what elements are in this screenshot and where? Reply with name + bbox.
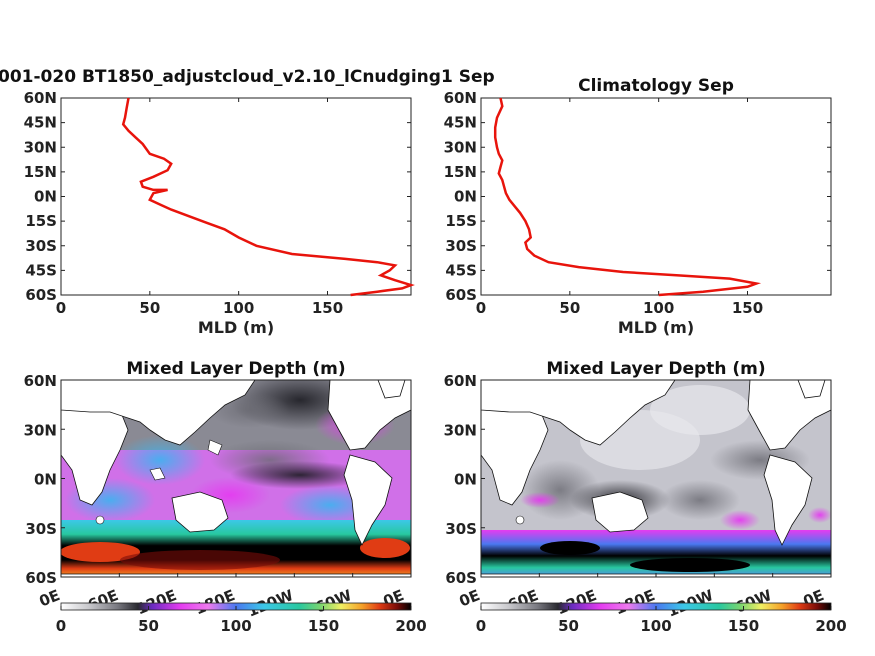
x-tick-group: 0 50 100 150 <box>476 98 763 317</box>
y-tick-label: 30N <box>24 421 57 439</box>
x-tick-label: 0E <box>457 586 483 610</box>
x-tick-group: 0 50 100 150 <box>56 98 343 317</box>
panel3-title: Mixed Layer Depth (m) <box>126 359 345 379</box>
land-south-america <box>763 454 813 546</box>
y-tick-label: 60S <box>25 286 57 304</box>
panel2-title: Climatology Sep <box>578 76 734 96</box>
x-tick-label: 0 <box>56 299 66 317</box>
y-tick-label: 30N <box>24 138 57 156</box>
y-tick-label: 45N <box>444 114 477 132</box>
colorbar-tick-label: 50 <box>138 617 159 635</box>
y-tick-group: 60N 30N 0N 30S 60S <box>444 372 485 587</box>
y-tick-label: 60N <box>24 372 57 390</box>
profile-plot-model: 60N 45N 30N 15N 0N 15S 30S 45S 60S 0 50 100 150 MLD… <box>24 89 415 337</box>
x-tick-label: 60W <box>733 586 775 617</box>
y-tick-label: 45S <box>445 261 477 279</box>
land-eurasia <box>61 380 256 446</box>
y-tick-label: 60S <box>445 569 477 587</box>
y-tick-label: 45S <box>25 261 57 279</box>
x-tick-group: 0E60E120E180E120W60W0E <box>37 573 412 621</box>
y-tick-label: 30S <box>25 520 57 538</box>
y-tick-label: 0N <box>454 471 477 489</box>
colorbar-tick-label: 0 <box>56 617 66 635</box>
colorbar-tick-label: 200 <box>395 617 426 635</box>
colorbar-tick-label: 150 <box>728 617 759 635</box>
y-tick-label: 0N <box>34 471 57 489</box>
colorbar-tick-label: 50 <box>558 617 579 635</box>
x-tick-label: 150 <box>732 299 763 317</box>
y-tick-label: 15S <box>445 212 477 230</box>
colorbar-tick-label: 100 <box>640 617 671 635</box>
land-greenland <box>377 380 406 399</box>
land-greenland <box>797 380 826 399</box>
y-tick-group: 60N 30N 0N 30S 60S <box>24 372 65 587</box>
y-tick-label: 45N <box>24 114 57 132</box>
profile-plot-climatology: 60N 45N 30N 15N 0N 15S 30S 45S 60S 0 50 100 150 MLD… <box>444 89 832 337</box>
land-south-america <box>343 454 393 546</box>
y-tick-label: 60N <box>444 89 477 107</box>
x-tick-label: 120E <box>134 586 179 618</box>
x-tick-label: 0 <box>476 299 486 317</box>
x-tick-label: 60W <box>313 586 355 617</box>
y-tick-label: 30N <box>444 421 477 439</box>
x-tick-label: 120E <box>554 586 599 618</box>
x-tick-label: 100 <box>223 299 254 317</box>
x-tick-group: 0E60E120E180E120W60W0E <box>457 573 832 621</box>
y-tick-group: 60N 45N 30N 15N 0N 15S 30S 45S 60S <box>24 89 411 304</box>
x-tick-label: 0E <box>37 586 63 610</box>
x-tick-label: 180E <box>192 586 237 618</box>
y-tick-label: 15N <box>444 163 477 181</box>
land-australia <box>171 491 229 533</box>
colorbar-tick-group: 0 50 100 150 200 <box>476 606 847 635</box>
y-tick-label: 60N <box>444 372 477 390</box>
y-tick-label: 30S <box>445 237 477 255</box>
colorbar-tick-label: 0 <box>476 617 486 635</box>
colorbar-tick-label: 100 <box>220 617 251 635</box>
land-australia <box>591 491 649 533</box>
colorbar-tick-group: 0 50 100 150 200 <box>56 606 427 635</box>
x-tick-label: 50 <box>139 299 160 317</box>
y-tick-label: 0N <box>454 188 477 206</box>
y-tick-label: 15N <box>24 163 57 181</box>
panel1-title: 001-020 BT1850_adjustcloud_v2.10_lCnudgi… <box>0 67 495 87</box>
colorbar-tick-label: 200 <box>815 617 846 635</box>
mld-profile-line <box>493 97 762 297</box>
y-tick-label: 15S <box>25 212 57 230</box>
y-tick-label: 30S <box>25 237 57 255</box>
x-axis-label: MLD (m) <box>618 318 694 337</box>
colorbar-tick-label: 150 <box>308 617 339 635</box>
x-tick-label: 150 <box>312 299 343 317</box>
y-tick-label: 30S <box>445 520 477 538</box>
plot-frame <box>480 97 832 296</box>
plot-frame <box>60 97 412 296</box>
x-tick-label: 50 <box>559 299 580 317</box>
x-tick-label: 100 <box>643 299 674 317</box>
y-tick-label: 60S <box>25 569 57 587</box>
y-tick-label: 60S <box>445 286 477 304</box>
y-tick-group: 60N 45N 30N 15N 0N 15S 30S 45S 60S <box>444 89 831 304</box>
map-field <box>61 380 411 577</box>
y-tick-label: 60N <box>24 89 57 107</box>
x-tick-label: 180E <box>612 586 657 618</box>
x-axis-label: MLD (m) <box>198 318 274 337</box>
mld-profile-line <box>121 97 415 297</box>
y-tick-label: 0N <box>34 188 57 206</box>
panel4-title: Mixed Layer Depth (m) <box>546 359 765 379</box>
land-eurasia <box>481 380 676 446</box>
y-tick-label: 30N <box>444 138 477 156</box>
map-field <box>481 380 831 577</box>
